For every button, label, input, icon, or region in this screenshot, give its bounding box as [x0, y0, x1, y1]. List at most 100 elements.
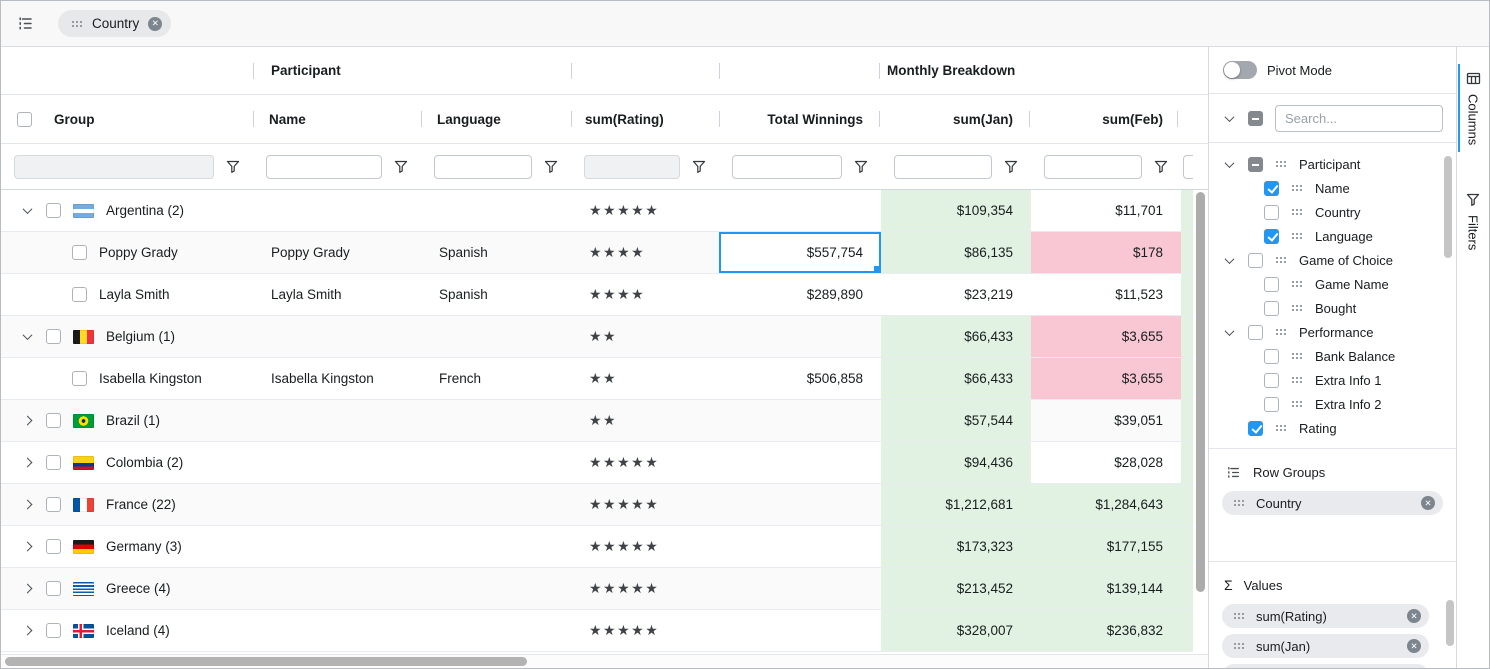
header-group[interactable]: Group: [1, 95, 253, 143]
expand-all-chevron[interactable]: [1222, 111, 1236, 122]
chevron-right-icon: [22, 583, 32, 594]
filter-funnel-icon[interactable]: [854, 160, 868, 174]
filter-funnel-icon[interactable]: [226, 160, 240, 174]
column-divider: [879, 111, 880, 127]
select-all-columns-checkbox[interactable]: [1248, 110, 1263, 126]
column-tree-item: Rating: [1209, 416, 1456, 440]
remove-icon[interactable]: ✕: [1407, 639, 1421, 653]
column-visibility-checkbox[interactable]: [1248, 420, 1263, 436]
vertical-scrollbar[interactable]: [1193, 190, 1208, 654]
row-checkbox[interactable]: [72, 245, 87, 260]
row-expand-chevron[interactable]: [20, 625, 34, 636]
column-visibility-checkbox[interactable]: [1248, 156, 1263, 172]
filter-input[interactable]: [434, 154, 532, 179]
next-column-sliver: [1181, 484, 1193, 525]
tree-expand-chevron[interactable]: [1222, 157, 1236, 168]
header-language[interactable]: Language: [421, 95, 571, 143]
tree-expand-chevron[interactable]: [1222, 253, 1236, 264]
side-tab-strip: Columns Filters: [1456, 47, 1489, 668]
group-chip-country[interactable]: Country ✕: [58, 10, 172, 37]
column-visibility-checkbox[interactable]: [1264, 300, 1279, 316]
grid-body-rows: Argentina (2) ★★★★★ $109,354 $11,701 Poppy G…: [1, 190, 1193, 654]
row-checkbox[interactable]: [46, 623, 61, 638]
row-expand-chevron[interactable]: [20, 415, 34, 426]
chevron-down-icon: [1224, 157, 1234, 168]
remove-icon[interactable]: ✕: [1421, 496, 1435, 510]
row-checkbox[interactable]: [46, 329, 61, 344]
language-cell: [421, 484, 571, 525]
filter-funnel-icon[interactable]: [1154, 160, 1168, 174]
header-name[interactable]: Name: [253, 95, 421, 143]
select-all-checkbox[interactable]: [17, 111, 32, 127]
table-row: Iceland (4) ★★★★★ $328,007 $236,832: [1, 610, 1193, 652]
remove-icon[interactable]: ✕: [1407, 609, 1421, 623]
group-label: Germany (3): [106, 539, 182, 554]
tab-columns[interactable]: Columns: [1457, 63, 1481, 153]
row-checkbox[interactable]: [46, 539, 61, 554]
column-visibility-checkbox[interactable]: [1264, 276, 1279, 292]
row-checkbox[interactable]: [46, 455, 61, 470]
row-checkbox[interactable]: [72, 371, 87, 386]
column-visibility-checkbox[interactable]: [1264, 180, 1279, 196]
group-label: Iceland (4): [106, 623, 170, 638]
remove-group-icon[interactable]: ✕: [148, 16, 163, 31]
column-visibility-checkbox[interactable]: [1264, 372, 1279, 388]
column-visibility-checkbox[interactable]: [1248, 324, 1263, 340]
tree-expand-chevron[interactable]: [1222, 325, 1236, 336]
row-group-chip[interactable]: Country ✕: [1222, 491, 1443, 515]
column-search-input[interactable]: [1275, 104, 1443, 132]
filter-input[interactable]: [1044, 154, 1142, 179]
filter-funnel-icon[interactable]: [692, 160, 706, 174]
horizontal-scrollbar-thumb[interactable]: [5, 657, 527, 666]
row-expand-chevron[interactable]: [20, 541, 34, 552]
vertical-scrollbar-thumb[interactable]: [1196, 192, 1205, 592]
next-column-sliver: [1181, 190, 1193, 231]
row-checkbox[interactable]: [46, 497, 61, 512]
header-sum-feb[interactable]: sum(Feb): [1031, 95, 1181, 143]
name-cell: Layla Smith: [271, 287, 342, 302]
row-expand-chevron[interactable]: [20, 583, 34, 594]
horizontal-scrollbar[interactable]: [1, 654, 1208, 668]
filter-input[interactable]: [266, 154, 382, 179]
row-checkbox[interactable]: [46, 581, 61, 596]
row-checkbox[interactable]: [46, 203, 61, 218]
row-expand-chevron[interactable]: [20, 499, 34, 510]
drag-grip-icon: [1291, 280, 1303, 288]
value-chip[interactable]: sum(Rating) ✕: [1222, 604, 1429, 628]
header-sum-jan[interactable]: sum(Jan): [881, 95, 1031, 143]
filter-input[interactable]: [894, 154, 992, 179]
filter-funnel-icon[interactable]: [544, 160, 558, 174]
row-expand-chevron[interactable]: [20, 457, 34, 468]
value-chip[interactable]: sum(Feb)✕: [1222, 664, 1429, 668]
next-column-sliver: [1181, 526, 1193, 567]
table-row: Germany (3) ★★★★★ $173,323 $177,155: [1, 526, 1193, 568]
header-sum-rating[interactable]: sum(Rating): [571, 95, 719, 143]
row-groups-icon: [16, 15, 34, 33]
column-visibility-checkbox[interactable]: [1264, 204, 1279, 220]
sum-feb-cell: $3,655: [1031, 358, 1181, 399]
column-visibility-checkbox[interactable]: [1248, 252, 1263, 268]
column-visibility-checkbox[interactable]: [1264, 396, 1279, 412]
group-cell: Iceland (4): [1, 610, 253, 651]
values-scrollbar-thumb[interactable]: [1446, 600, 1454, 646]
row-expand-chevron[interactable]: [20, 330, 34, 341]
tree-scrollbar-thumb[interactable]: [1444, 156, 1452, 258]
column-visibility-checkbox[interactable]: [1264, 228, 1279, 244]
row-checkbox[interactable]: [72, 287, 87, 302]
rating-cell: ★★★★★: [589, 202, 660, 218]
header-total-winnings[interactable]: Total Winnings: [719, 95, 881, 143]
sum-feb-cell: $177,155: [1031, 526, 1181, 567]
rating-cell: ★★: [589, 328, 618, 344]
filter-input[interactable]: [732, 154, 842, 179]
column-visibility-checkbox[interactable]: [1264, 348, 1279, 364]
tab-filters[interactable]: Filters: [1466, 193, 1481, 251]
filter-funnel-icon[interactable]: [1004, 160, 1018, 174]
row-checkbox[interactable]: [46, 413, 61, 428]
value-chip[interactable]: sum(Jan) ✕: [1222, 634, 1429, 658]
pivot-mode-toggle[interactable]: [1223, 61, 1257, 79]
total-winnings-cell[interactable]: $557,754: [719, 232, 881, 273]
row-expand-chevron[interactable]: [20, 204, 34, 215]
column-divider: [253, 62, 254, 79]
filter-funnel-icon[interactable]: [394, 160, 408, 174]
